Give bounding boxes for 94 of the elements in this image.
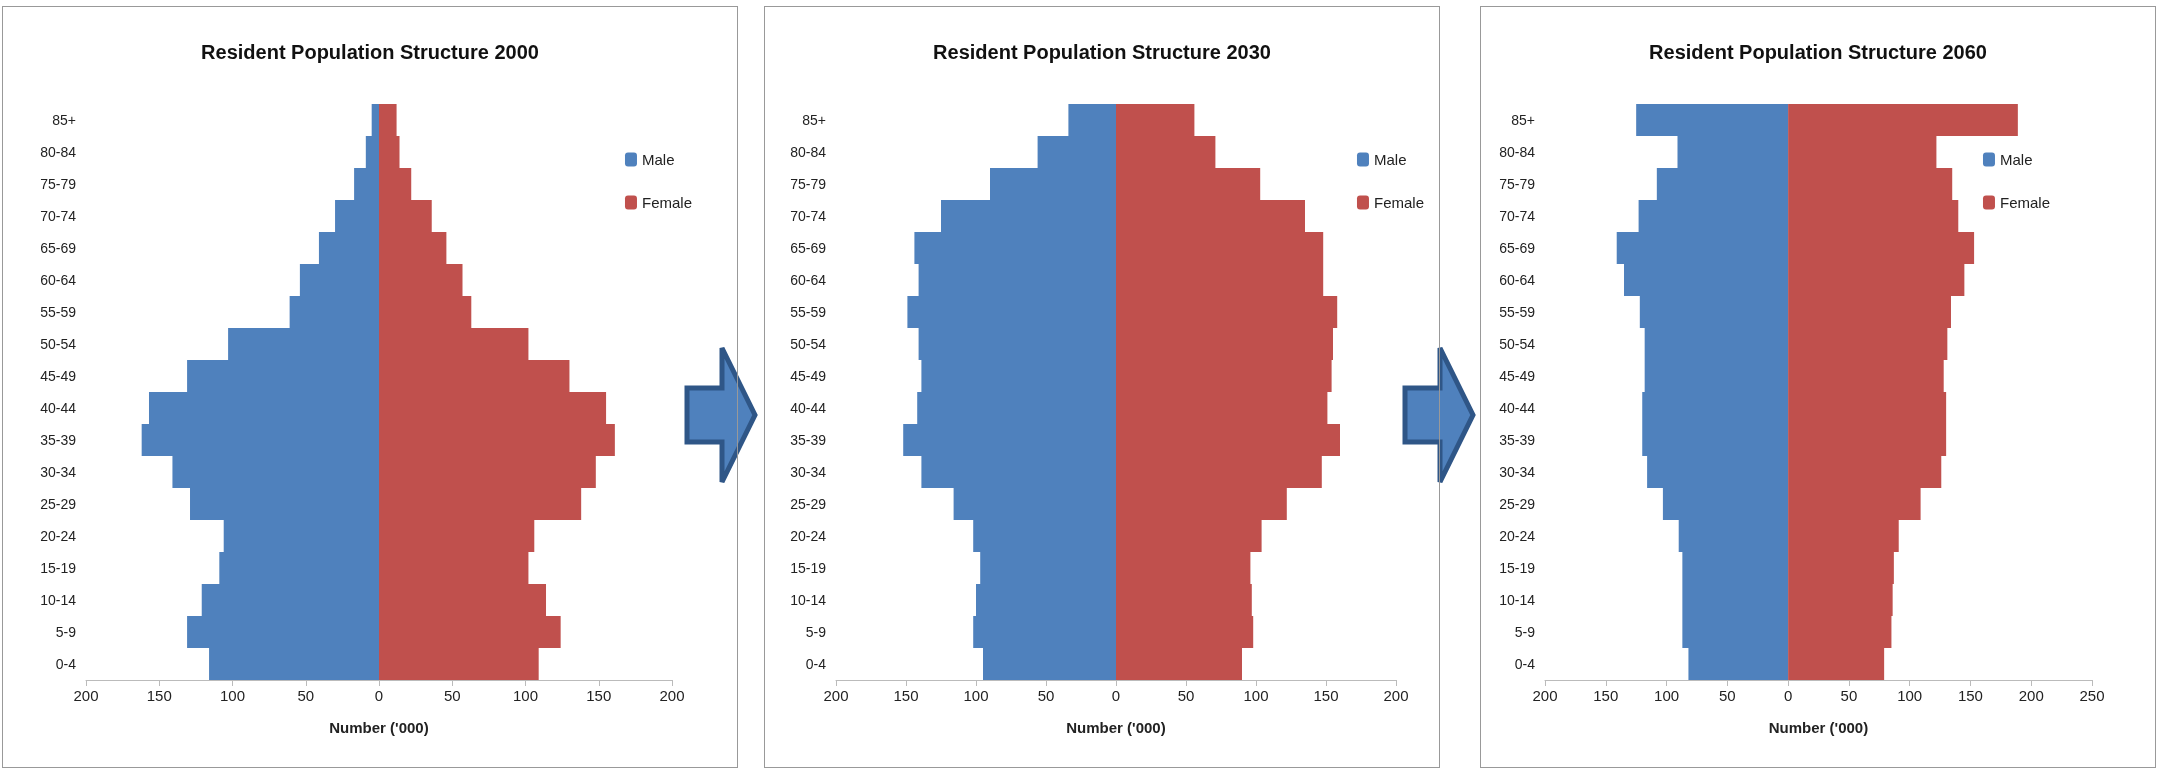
y-tick-label: 35-39 xyxy=(40,432,77,448)
x-tick-label: 150 xyxy=(1313,687,1339,704)
y-tick-label: 15-19 xyxy=(40,560,77,576)
y-tick-label: 25-29 xyxy=(1499,496,1536,512)
y-tick-label: 45-49 xyxy=(40,368,77,384)
y-tick-label: 55-59 xyxy=(40,304,77,320)
x-tick-label: 100 xyxy=(512,687,539,704)
y-tick-label: 45-49 xyxy=(790,368,827,384)
x-tick-label: 100 xyxy=(1654,687,1680,704)
y-tick-label: 15-19 xyxy=(1499,560,1536,576)
x-tick-label: 100 xyxy=(1243,687,1269,704)
y-tick-label: 50-54 xyxy=(790,336,827,352)
x-axis-title: Number ('000) xyxy=(1066,719,1166,736)
x-tick-label: 0 xyxy=(1783,687,1793,704)
x-tick-label: 50 xyxy=(297,687,315,704)
chart-title: Resident Population Structure 2060 xyxy=(1649,41,1987,63)
y-tick-label: 55-59 xyxy=(1499,304,1536,320)
y-tick-label: 60-64 xyxy=(1499,272,1536,288)
x-tick-label: 200 xyxy=(1532,687,1558,704)
x-tick-label: 150 xyxy=(586,687,612,704)
x-tick-label: 150 xyxy=(893,687,919,704)
y-tick-label: 80-84 xyxy=(790,144,827,160)
y-tick-label: 30-34 xyxy=(1499,464,1536,480)
y-tick-label: 85+ xyxy=(802,112,826,128)
x-tick-label: 150 xyxy=(1593,687,1619,704)
y-tick-label: 20-24 xyxy=(40,528,77,544)
y-tick-label: 60-64 xyxy=(790,272,827,288)
x-tick-label: 100 xyxy=(963,687,989,704)
y-tick-label: 5-9 xyxy=(805,624,827,640)
y-tick-label: 35-39 xyxy=(1499,432,1536,448)
legend-label: Female xyxy=(641,194,693,211)
x-tick-label: 50 xyxy=(443,687,461,704)
y-tick-label: 70-74 xyxy=(1499,208,1536,224)
y-tick-label: 10-14 xyxy=(40,592,77,608)
y-tick-label: 0-4 xyxy=(55,656,77,672)
x-tick-label: 200 xyxy=(1383,687,1409,704)
x-tick-label: 200 xyxy=(2018,687,2044,704)
y-tick-label: 80-84 xyxy=(40,144,77,160)
y-tick-label: 65-69 xyxy=(790,240,827,256)
y-tick-label: 25-29 xyxy=(40,496,77,512)
y-tick-label: 30-34 xyxy=(40,464,77,480)
x-tick-label: 100 xyxy=(1897,687,1923,704)
y-tick-label: 65-69 xyxy=(40,240,77,256)
legend-label: Female xyxy=(1373,194,1425,211)
y-tick-label: 5-9 xyxy=(55,624,77,640)
x-tick-label: 0 xyxy=(1111,687,1121,704)
y-tick-label: 10-14 xyxy=(1499,592,1536,608)
x-tick-label: 0 xyxy=(374,687,384,704)
x-tick-label: 150 xyxy=(146,687,172,704)
y-tick-label: 45-49 xyxy=(1499,368,1536,384)
y-tick-label: 75-79 xyxy=(1499,176,1536,192)
x-tick-label: 50 xyxy=(1177,687,1195,704)
y-tick-label: 65-69 xyxy=(1499,240,1536,256)
y-tick-label: 35-39 xyxy=(790,432,827,448)
y-tick-label: 85+ xyxy=(1511,112,1535,128)
x-tick-label: 100 xyxy=(219,687,246,704)
y-tick-label: 55-59 xyxy=(790,304,827,320)
y-tick-label: 85+ xyxy=(52,112,76,128)
y-tick-label: 30-34 xyxy=(790,464,827,480)
y-tick-label: 50-54 xyxy=(40,336,77,352)
legend-label: Female xyxy=(1999,194,2051,211)
y-tick-label: 0-4 xyxy=(1514,656,1536,672)
x-tick-label: 200 xyxy=(73,687,99,704)
x-tick-label: 250 xyxy=(2079,687,2105,704)
x-tick-label: 50 xyxy=(1718,687,1736,704)
x-tick-label: 50 xyxy=(1840,687,1858,704)
y-tick-label: 50-54 xyxy=(1499,336,1536,352)
y-tick-label: 40-44 xyxy=(1499,400,1536,416)
x-tick-label: 200 xyxy=(823,687,849,704)
x-tick-label: 50 xyxy=(1037,687,1055,704)
y-tick-label: 10-14 xyxy=(790,592,827,608)
y-tick-label: 20-24 xyxy=(790,528,827,544)
y-tick-label: 40-44 xyxy=(790,400,827,416)
y-tick-label: 70-74 xyxy=(790,208,827,224)
y-tick-label: 0-4 xyxy=(805,656,827,672)
chart-title: Resident Population Structure 2000 xyxy=(201,41,539,63)
y-tick-label: 25-29 xyxy=(790,496,827,512)
legend-label: Male xyxy=(641,151,675,168)
x-tick-label: 150 xyxy=(1957,687,1983,704)
y-tick-label: 20-24 xyxy=(1499,528,1536,544)
y-tick-label: 75-79 xyxy=(790,176,827,192)
y-tick-label: 15-19 xyxy=(790,560,827,576)
x-axis-title: Number ('000) xyxy=(329,719,429,736)
y-tick-label: 40-44 xyxy=(40,400,77,416)
y-tick-label: 75-79 xyxy=(40,176,77,192)
y-tick-label: 80-84 xyxy=(1499,144,1536,160)
legend-label: Male xyxy=(1999,151,2033,168)
chart-title: Resident Population Structure 2030 xyxy=(933,41,1271,63)
y-tick-label: 60-64 xyxy=(40,272,77,288)
x-tick-label: 200 xyxy=(659,687,685,704)
x-axis-title: Number ('000) xyxy=(1768,719,1869,736)
y-tick-label: 5-9 xyxy=(1514,624,1536,640)
y-tick-label: 70-74 xyxy=(40,208,77,224)
legend-label: Male xyxy=(1373,151,1407,168)
